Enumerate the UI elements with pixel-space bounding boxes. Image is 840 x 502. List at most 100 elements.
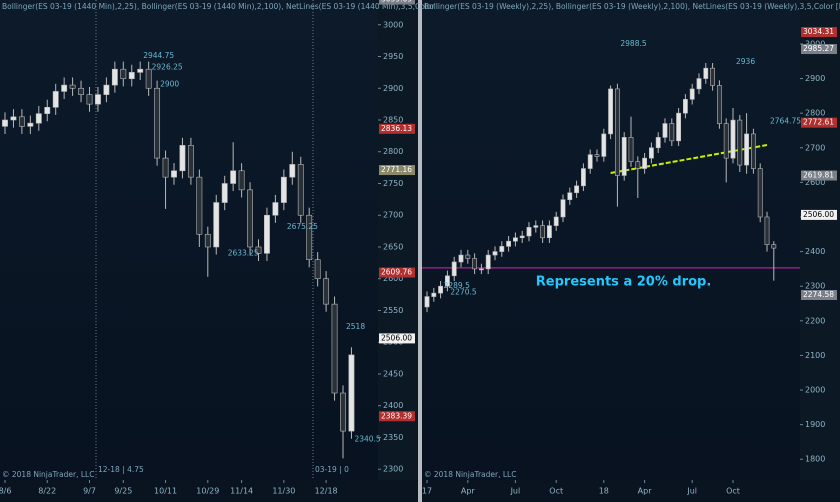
price-annotation: 2926.25 (152, 63, 183, 72)
x-tick-label: 8/6 (0, 487, 11, 496)
price-marker-label: 3039.69 (381, 0, 412, 4)
candle-body (128, 72, 135, 80)
x-tick-label: Oct (549, 487, 563, 496)
y-tick-label: 2300 (805, 282, 825, 291)
price-marker-label: 2506.00 (803, 210, 834, 219)
candle-body (444, 275, 450, 287)
x-tick-label: 11/30 (272, 487, 295, 496)
candle-body (608, 88, 614, 135)
candle-body (710, 67, 716, 86)
price-marker (801, 289, 837, 300)
candle-body (61, 84, 68, 92)
price-marker (379, 165, 415, 176)
candle-body (314, 259, 321, 280)
price-marker-label: 2771.16 (381, 165, 412, 174)
y-tick-label: 2400 (805, 247, 825, 256)
price-marker-label: 3034.31 (803, 27, 834, 36)
candle-body (628, 137, 634, 162)
candle-body (601, 133, 607, 157)
candle-body (648, 147, 654, 159)
candle-body (533, 225, 539, 228)
candle-body (730, 119, 736, 159)
x-tick-label: 9/7 (83, 487, 96, 496)
price-marker-label: 2506.00 (381, 333, 412, 342)
candle-body (187, 145, 194, 178)
y-tick-label: 3000 (383, 20, 403, 29)
price-marker-label: 2619.81 (803, 171, 834, 180)
candle-body (27, 122, 34, 127)
price-annotation: 2675.25 (287, 222, 318, 231)
price-marker (801, 209, 837, 220)
price-marker-label: 2772.61 (803, 118, 834, 127)
candle-body (696, 78, 702, 90)
candle-body (682, 99, 688, 114)
y-tick-label: 2600 (805, 178, 825, 187)
candle-body (221, 183, 228, 203)
candle-body (560, 199, 566, 218)
chart-header: Bollinger(ES 03-19 (1440 Min),2,25), Bol… (2, 2, 435, 11)
panel-divider (418, 0, 422, 502)
candle-body (340, 392, 346, 432)
candle-body (179, 145, 186, 172)
y-tick-label: 2850 (383, 116, 403, 125)
candle-body (492, 251, 498, 256)
y-tick-label: 2900 (383, 84, 403, 93)
candle-body (196, 176, 203, 235)
price-annotation: 2340.5 (354, 434, 380, 443)
y-tick-label: 2100 (805, 351, 825, 360)
price-marker-label: 2609.76 (381, 268, 412, 277)
candle-body (458, 254, 464, 263)
x-tick-label: 18 (599, 487, 609, 496)
candle-body (614, 88, 620, 176)
x-tick-label: Jul (510, 487, 521, 496)
candle-body (137, 68, 144, 73)
candle-body (95, 94, 101, 105)
price-axis (800, 0, 840, 480)
y-tick-label: 2300 (383, 465, 403, 474)
candle-body (255, 246, 262, 254)
candle-body (348, 354, 355, 432)
y-tick-label: 2800 (805, 109, 825, 118)
candle-body (723, 123, 729, 159)
copyright: © 2018 NinjaTrader, LLC (2, 470, 94, 479)
y-tick-label: 2650 (383, 242, 403, 251)
candle-body (499, 246, 505, 252)
y-tick-label: 2800 (383, 147, 403, 156)
y-tick-label: 1800 (805, 455, 825, 464)
candle-body (323, 278, 330, 305)
candle-body (574, 185, 580, 194)
price-marker (379, 333, 415, 344)
candle-body (689, 88, 695, 100)
candle-body (10, 116, 17, 121)
candle-body (120, 68, 127, 80)
price-marker (379, 123, 415, 134)
y-tick-label: 2700 (383, 211, 403, 220)
price-marker-label: 2383.39 (381, 411, 412, 420)
candle-body (587, 154, 593, 169)
price-marker (801, 117, 837, 128)
x-tick-label: 10/11 (154, 487, 177, 496)
candle-body (145, 68, 152, 89)
candle-body (52, 91, 59, 108)
candle-body (431, 292, 437, 297)
price-annotation: 2764.75 (770, 116, 801, 125)
candle-body (546, 225, 552, 239)
candle-body (506, 240, 512, 247)
candle-body (331, 303, 338, 394)
candle-body (238, 170, 245, 191)
y-tick-label: 2450 (383, 369, 403, 378)
candle-body (737, 119, 743, 166)
y-tick-label: 2900 (805, 74, 825, 83)
y-tick-label: 2950 (383, 52, 403, 61)
candle-body (86, 94, 93, 105)
y-tick-label: 2750 (383, 179, 403, 188)
candle-body (662, 123, 668, 138)
price-marker-label: 2836.13 (381, 124, 412, 133)
price-annotation: 2944.75 (143, 51, 174, 60)
candle-body (2, 119, 8, 127)
price-marker (801, 27, 837, 38)
candle-body (213, 202, 220, 248)
candle-body (540, 225, 546, 239)
candle-body (580, 168, 586, 187)
price-marker (801, 44, 837, 55)
